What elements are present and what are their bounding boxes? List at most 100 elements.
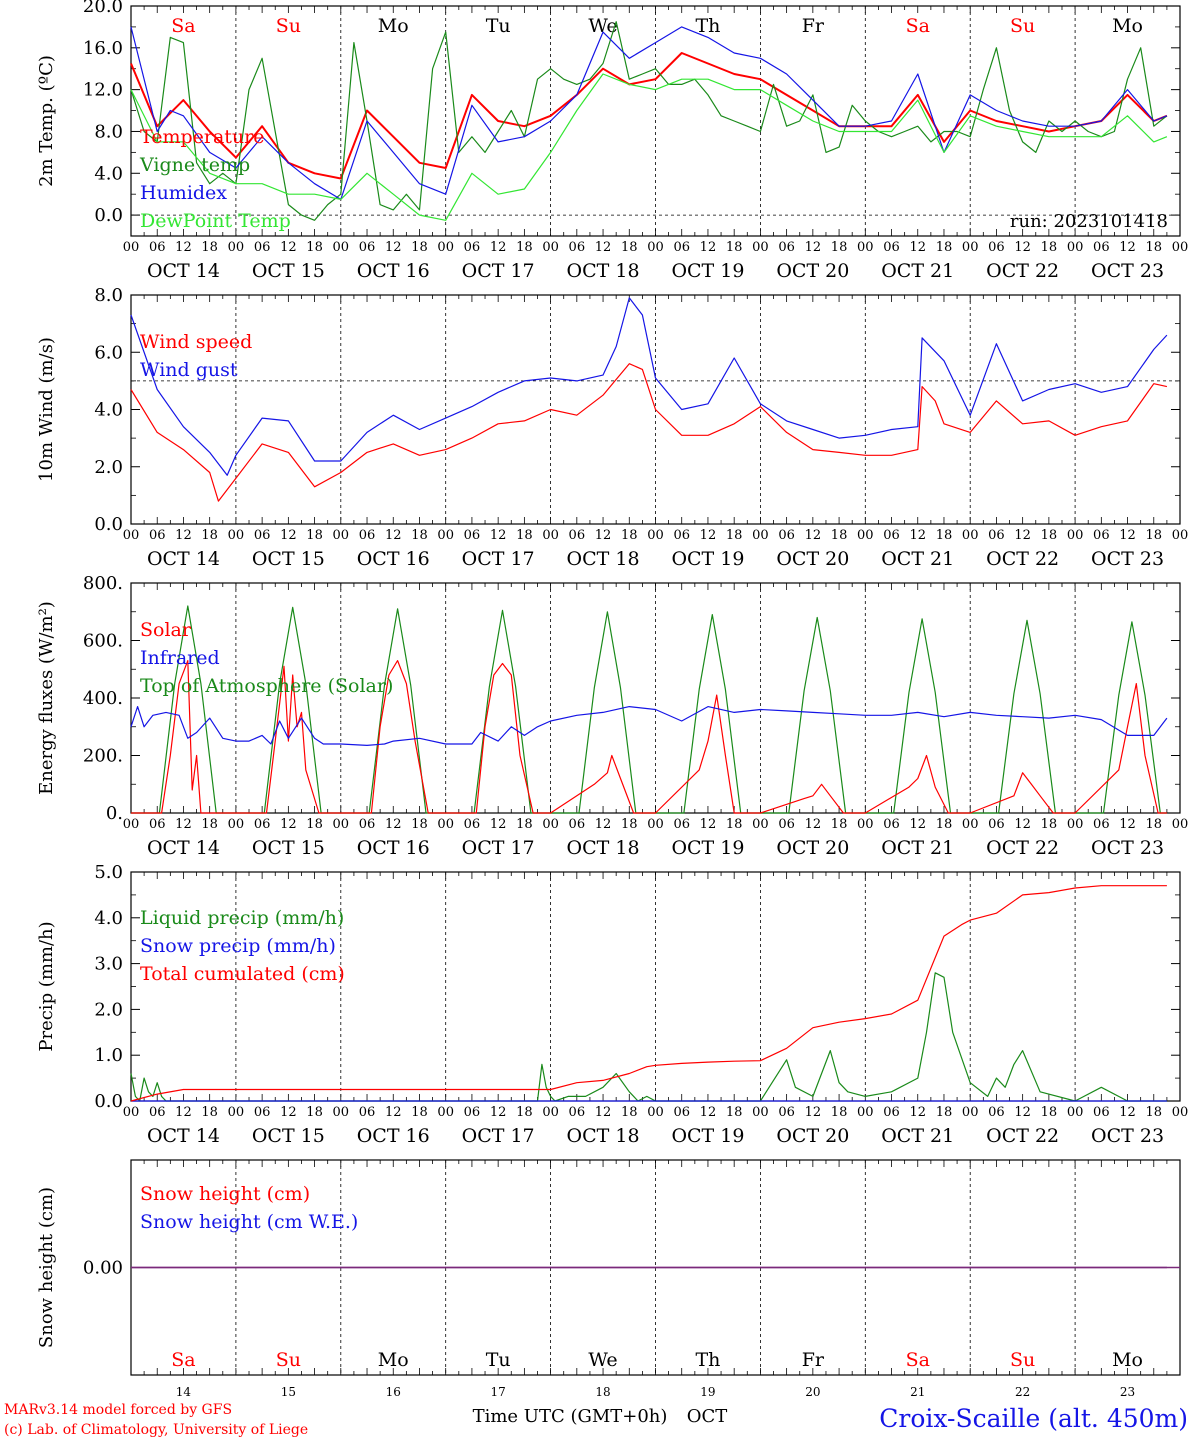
hour-tick-label: 18	[516, 1105, 533, 1120]
day-label: OCT 16	[357, 837, 430, 859]
legend-entry: Wind gust	[140, 359, 238, 381]
hour-tick-label: 06	[778, 1105, 795, 1120]
legend-entry: Humidex	[140, 182, 227, 204]
day-label: OCT 15	[252, 837, 325, 859]
hour-tick-label: 18	[936, 1105, 953, 1120]
y-axis-label: Snow height (cm)	[36, 1187, 57, 1348]
hour-tick-label: 06	[569, 1105, 586, 1120]
hour-tick-label: 12	[490, 817, 507, 832]
hour-tick-label: 00	[123, 528, 140, 543]
day-label: OCT 14	[147, 260, 220, 282]
day-label: OCT 23	[1091, 548, 1164, 570]
legend-entry: Total cumulated (cm)	[140, 963, 345, 985]
hour-tick-label: 06	[464, 1105, 481, 1120]
day-code-label: 19	[700, 1385, 715, 1399]
hour-tick-label: 06	[1093, 528, 1110, 543]
y-tick-label: 16.0	[83, 38, 123, 59]
hour-tick-label: 06	[254, 240, 271, 255]
hour-tick-label: 00	[962, 817, 979, 832]
hour-tick-label: 00	[542, 240, 559, 255]
hour-tick-label: 18	[726, 1105, 743, 1120]
hour-tick-label: 12	[1014, 528, 1031, 543]
hour-tick-label: 00	[857, 1105, 874, 1120]
day-label: OCT 20	[776, 548, 849, 570]
hour-tick-label: 00	[542, 817, 559, 832]
hour-tick-label: 00	[542, 1105, 559, 1120]
hour-tick-label: 18	[726, 817, 743, 832]
y-axis-label: 2m Temp. (ºC)	[36, 55, 57, 187]
hour-tick-label: 06	[569, 817, 586, 832]
hour-tick-label: 18	[1146, 1105, 1163, 1120]
weekday-label: Mo	[378, 15, 409, 37]
hour-tick-label: 00	[1067, 1105, 1084, 1120]
weekday-label: We	[588, 1349, 617, 1371]
panel-2: 8.0 6.0 4.0 2.0 0.0 10m Wind (m/s) 00 06 12 18 OCT…	[36, 285, 1188, 570]
y-tick-label: 12.0	[83, 80, 123, 101]
hour-tick-label: 06	[359, 240, 376, 255]
hour-tick-label: 12	[280, 240, 297, 255]
x-axis-label: Time UTC (GMT+0h)	[473, 1406, 668, 1427]
hour-tick-label: 06	[464, 528, 481, 543]
hour-tick-label: 00	[1067, 817, 1084, 832]
hour-tick-label: 18	[411, 1105, 428, 1120]
panel-3: 800. 600. 400. 200. 0. Energy fluxes (W/m²) 00…	[36, 573, 1188, 859]
hour-tick-label: 06	[883, 1105, 900, 1120]
hour-tick-label: 12	[595, 817, 612, 832]
hour-tick-label: 06	[988, 1105, 1005, 1120]
hour-tick-label: 18	[621, 528, 638, 543]
y-tick-label: 0.00	[83, 1258, 123, 1279]
hour-tick-label: 00	[752, 1105, 769, 1120]
hour-tick-label: 06	[883, 817, 900, 832]
weekday-label: Th	[695, 15, 720, 37]
hour-tick-label: 18	[936, 817, 953, 832]
series-line-1-2	[130, 26, 1168, 200]
y-tick-label: 8.0	[94, 285, 123, 306]
y-axis-label: Precip (mm/h)	[36, 921, 57, 1051]
day-label: OCT 15	[252, 260, 325, 282]
hour-tick-label: 12	[700, 817, 717, 832]
day-label: OCT 23	[1091, 260, 1164, 282]
hour-tick-label: 06	[1093, 817, 1110, 832]
weekday-label: Fr	[802, 1349, 825, 1371]
hour-tick-label: 12	[280, 1105, 297, 1120]
hour-tick-label: 12	[805, 1105, 822, 1120]
hour-tick-label: 06	[464, 240, 481, 255]
weekday-label: Mo	[1112, 15, 1143, 37]
x-axis-month: OCT	[687, 1406, 728, 1427]
hour-tick-label: 00	[647, 528, 664, 543]
hour-tick-label: 18	[201, 1105, 218, 1120]
run-note: run: 2023101418	[1010, 211, 1168, 232]
hour-tick-label: 00	[1172, 1105, 1189, 1120]
hour-tick-label: 18	[1041, 817, 1058, 832]
hour-tick-label: 18	[516, 528, 533, 543]
weekday-label: Su	[1010, 15, 1035, 37]
day-label: OCT 17	[462, 1125, 535, 1147]
hour-tick-label: 12	[175, 528, 192, 543]
weekday-label: Sa	[906, 1349, 930, 1371]
series-line-1-0	[130, 52, 1168, 180]
hour-tick-label: 06	[778, 817, 795, 832]
day-label: OCT 23	[1091, 1125, 1164, 1147]
hour-tick-label: 00	[333, 817, 350, 832]
day-label: OCT 21	[881, 548, 954, 570]
hour-tick-label: 12	[280, 528, 297, 543]
hour-tick-label: 06	[778, 528, 795, 543]
weekday-label: Sa	[171, 1349, 195, 1371]
hour-tick-label: 12	[385, 817, 402, 832]
hour-tick-label: 18	[621, 817, 638, 832]
hour-tick-label: 18	[306, 528, 323, 543]
day-label: OCT 22	[986, 260, 1059, 282]
weekday-label: Su	[1010, 1349, 1035, 1371]
y-tick-label: 1.0	[94, 1045, 123, 1066]
series-line-4-0	[130, 972, 1167, 1102]
day-label: OCT 19	[671, 260, 744, 282]
hour-tick-label: 18	[1041, 240, 1058, 255]
day-code-label: 23	[1120, 1385, 1135, 1399]
day-label: OCT 20	[776, 837, 849, 859]
hour-tick-label: 18	[306, 1105, 323, 1120]
hour-tick-label: 06	[254, 528, 271, 543]
legend-entry: Snow precip (mm/h)	[140, 935, 336, 957]
hour-tick-label: 06	[569, 240, 586, 255]
hour-tick-label: 00	[437, 240, 454, 255]
